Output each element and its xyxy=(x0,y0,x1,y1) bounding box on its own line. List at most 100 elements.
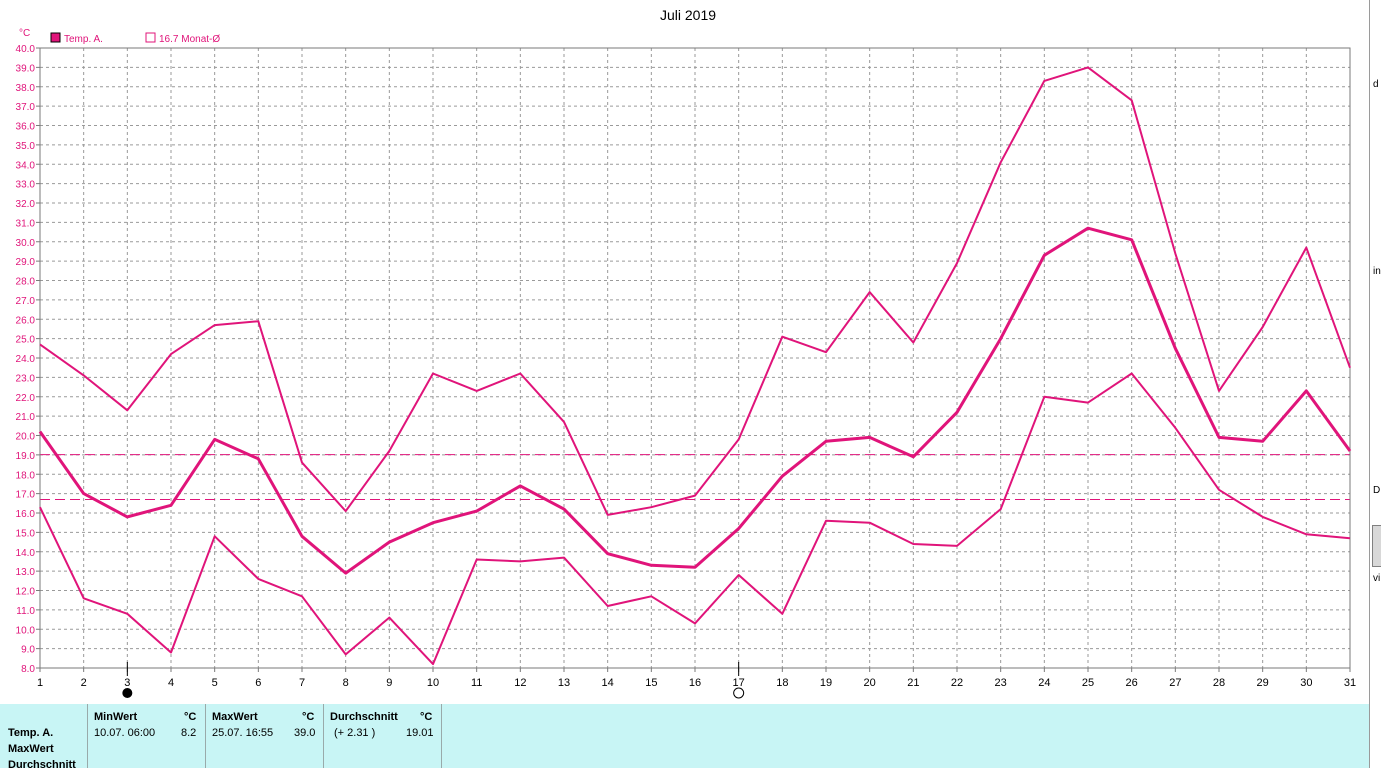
series-line-mean xyxy=(38,226,1352,575)
y-tick-label: 37.0 xyxy=(16,102,36,113)
x-tick-label: 1 xyxy=(37,677,43,689)
new-moon-icon xyxy=(122,688,133,698)
avg-header: Durchschnitt xyxy=(330,711,398,723)
stats-row-label: Durchschnitt xyxy=(8,759,76,771)
x-tick-label: 27 xyxy=(1169,677,1181,689)
legend-marker-empty xyxy=(145,32,156,43)
x-tick-label: 5 xyxy=(212,677,218,689)
y-tick-label: 16.0 xyxy=(16,509,36,520)
x-tick-label: 28 xyxy=(1213,677,1225,689)
x-tick-label: 30 xyxy=(1300,677,1312,689)
y-tick-label: 10.0 xyxy=(16,625,36,636)
edge-fragment: d xyxy=(1373,79,1379,90)
x-tick-label: 24 xyxy=(1038,677,1050,689)
moon-phases xyxy=(122,662,745,699)
min-datetime: 10.07. 06:00 xyxy=(94,727,156,739)
stats-min-column: MinWert °C 10.07. 06:00 8.2 xyxy=(88,704,206,768)
y-tick-label: 36.0 xyxy=(16,122,36,133)
y-tick-label: 39.0 xyxy=(16,63,36,74)
x-tick-label: 19 xyxy=(820,677,832,689)
y-tick-label: 21.0 xyxy=(16,412,36,423)
y-tick-label: 22.0 xyxy=(16,393,36,404)
avg-unit: °C xyxy=(420,711,433,723)
stats-row-label: MaxWert xyxy=(8,743,54,755)
legend-marker-filled xyxy=(50,32,61,43)
avg-value: 19.01 xyxy=(406,727,434,739)
x-tick-label: 23 xyxy=(995,677,1007,689)
edge-fragment: in xyxy=(1373,266,1381,277)
full-moon-icon xyxy=(733,687,745,699)
max-value: 39.0 xyxy=(294,727,316,739)
y-tick-label: 34.0 xyxy=(16,160,36,171)
max-datetime: 25.07. 16:55 xyxy=(212,727,274,739)
y-tick-label: 11.0 xyxy=(16,606,35,617)
reference-lines xyxy=(40,454,1350,500)
y-tick-label: 32.0 xyxy=(16,199,36,210)
min-unit: °C xyxy=(184,711,197,723)
y-tick-label: 12.0 xyxy=(16,587,36,598)
stats-row-label: Temp. A. xyxy=(8,727,54,739)
x-tick-label: 26 xyxy=(1126,677,1138,689)
x-tick-label: 29 xyxy=(1257,677,1269,689)
y-tick-label: 15.0 xyxy=(16,528,36,539)
y-tick-label: 25.0 xyxy=(16,335,36,346)
y-tick-label: 33.0 xyxy=(16,180,36,191)
max-unit: °C xyxy=(302,711,315,723)
avg-delta: (+ 2.31 ) xyxy=(334,727,376,739)
x-tick-label: 12 xyxy=(514,677,526,689)
statistics-panel: Temp. A. MaxWert Durchschnitt MinWert °C… xyxy=(0,704,1369,771)
x-tick-label: 3 xyxy=(124,677,130,689)
series-line-max xyxy=(39,66,1351,516)
y-tick-label: 40.0 xyxy=(16,44,36,55)
y-unit-label: °C xyxy=(19,28,30,39)
y-tick-label: 23.0 xyxy=(16,373,36,384)
min-header: MinWert xyxy=(94,711,138,723)
x-tick-label: 16 xyxy=(689,677,701,689)
series-lines xyxy=(38,66,1352,666)
x-tick-label: 17 xyxy=(733,677,745,689)
stats-row-labels: Temp. A. MaxWert Durchschnitt xyxy=(0,704,88,771)
grid xyxy=(36,47,1351,672)
y-tick-label: 28.0 xyxy=(16,277,36,288)
max-header: MaxWert xyxy=(212,711,258,723)
x-tick-label: 7 xyxy=(299,677,305,689)
legend-label-temp: Temp. A. xyxy=(64,34,103,45)
y-tick-label: 13.0 xyxy=(16,567,36,578)
scroll-handle[interactable] xyxy=(1372,525,1381,567)
legend: Temp. A. 16.7 Monat-Ø xyxy=(50,32,220,45)
x-tick-label: 11 xyxy=(471,677,482,689)
y-tick-label: 8.0 xyxy=(21,664,35,675)
min-value: 8.2 xyxy=(181,727,197,739)
x-tick-label: 22 xyxy=(951,677,963,689)
y-tick-label: 19.0 xyxy=(16,451,36,462)
x-tick-label: 10 xyxy=(427,677,439,689)
y-tick-label: 30.0 xyxy=(16,238,36,249)
plot-frame xyxy=(39,47,1351,669)
y-tick-label: 29.0 xyxy=(16,257,36,268)
y-tick-label: 26.0 xyxy=(16,315,36,326)
edge-fragment: vi xyxy=(1373,573,1381,584)
x-tick-label: 15 xyxy=(645,677,657,689)
x-tick-label: 2 xyxy=(81,677,87,689)
x-tick-label: 9 xyxy=(386,677,392,689)
legend-label-month-average: 16.7 Monat-Ø xyxy=(159,34,220,45)
x-tick-label: 25 xyxy=(1082,677,1094,689)
x-tick-label: 14 xyxy=(602,677,614,689)
stats-average-column: Durchschnitt °C (+ 2.31 ) 19.01 xyxy=(324,704,442,768)
x-tick-label: 8 xyxy=(343,677,349,689)
x-tick-label: 18 xyxy=(776,677,788,689)
chart-title: Juli 2019 xyxy=(660,7,716,23)
y-tick-label: 27.0 xyxy=(16,296,36,307)
y-tick-label: 35.0 xyxy=(16,141,36,152)
series-line-min xyxy=(39,372,1351,666)
x-tick-label: 4 xyxy=(168,677,174,689)
y-tick-labels: 8.0 9.0 10.0 11.0 12.0 13.0 14.0 15.0 16.0 17.0 18… xyxy=(16,44,36,675)
stats-max-column: MaxWert °C 25.07. 16:55 39.0 xyxy=(206,704,324,768)
y-tick-label: 24.0 xyxy=(16,354,36,365)
y-tick-label: 9.0 xyxy=(21,645,35,656)
x-tick-label: 6 xyxy=(255,677,261,689)
x-tick-labels: 1 2 3 4 5 6 7 8 9 10 11 12 13 14 15 16 17 18 19 20 21 22 23 24 2… xyxy=(37,677,1356,689)
x-tick-label: 31 xyxy=(1344,677,1356,689)
x-tick-label: 21 xyxy=(907,677,919,689)
y-tick-label: 14.0 xyxy=(16,548,36,559)
